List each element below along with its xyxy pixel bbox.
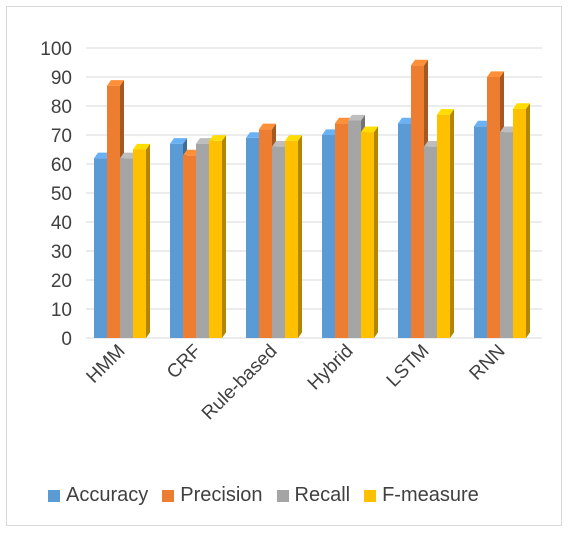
x-tick-label: RNN xyxy=(466,341,510,385)
bar xyxy=(437,109,454,338)
x-tick-label: HMM xyxy=(83,341,130,388)
legend-swatch xyxy=(162,489,175,502)
bar xyxy=(209,135,226,338)
y-tick-label: 40 xyxy=(51,213,72,234)
legend-item: Accuracy xyxy=(48,484,148,507)
bars xyxy=(94,59,530,339)
legend-item: Precision xyxy=(162,484,263,507)
legend-label: Precision xyxy=(180,484,263,506)
y-tick-label: 100 xyxy=(40,39,72,60)
y-tick-label: 50 xyxy=(51,184,72,205)
y-tick-label: 90 xyxy=(51,68,72,89)
bar xyxy=(513,103,530,339)
bar xyxy=(285,135,302,338)
y-tick-label: 20 xyxy=(51,271,72,292)
y-tick-label: 10 xyxy=(51,300,72,321)
gridlines xyxy=(86,47,542,339)
legend-item: Recall xyxy=(276,484,351,507)
legend-label: F-measure xyxy=(382,484,479,506)
legend-swatch xyxy=(48,489,60,502)
x-tick-label: Rule-based xyxy=(198,341,282,425)
y-tick-label: 60 xyxy=(51,155,72,176)
legend-swatch xyxy=(364,489,377,502)
x-tick-label: LSTM xyxy=(383,341,434,392)
bar xyxy=(133,143,150,338)
legend-swatch xyxy=(276,489,289,502)
y-tick-label: 80 xyxy=(51,97,72,118)
legend-item: F-measure xyxy=(364,484,479,507)
legend: Accuracy Precision Recall F-measure xyxy=(48,484,479,507)
y-tick-label: 0 xyxy=(61,329,72,350)
y-tick-label: 30 xyxy=(51,242,72,263)
x-tick-label: Hybrid xyxy=(304,341,358,395)
legend-label: Accuracy xyxy=(66,484,149,506)
x-tick-label: CRF xyxy=(163,341,205,383)
bar xyxy=(361,126,378,338)
y-tick-label: 70 xyxy=(51,126,72,147)
legend-label: Recall xyxy=(294,484,351,506)
y-axis-tick-labels: 0 10 20 30 40 50 60 70 80 90 100 xyxy=(40,39,72,350)
